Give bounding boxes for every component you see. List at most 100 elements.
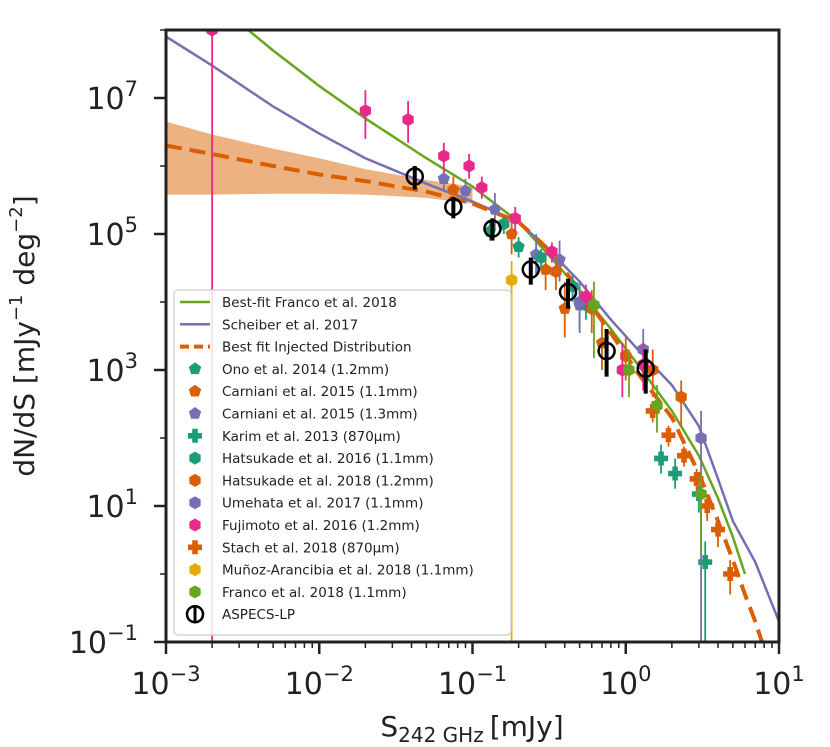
line-best-fit-franco-et-al-2018	[246, 30, 747, 575]
data-point	[636, 359, 655, 378]
legend-item-carniani-et-al-2015-1-1mm: Carniani et al. 2015 (1.1mm)	[188, 384, 418, 400]
x-tick-label: 10−3	[131, 662, 200, 702]
data-point	[550, 265, 562, 279]
data-point	[521, 260, 541, 279]
data-point	[438, 149, 450, 163]
legend-swatch	[189, 451, 201, 465]
data-point	[546, 245, 558, 259]
y-tick-label: 103	[86, 349, 138, 389]
tick-base: 10	[285, 667, 323, 702]
series-karim-et-al-2013-870-m	[654, 444, 713, 642]
tick-exponent: 1	[125, 485, 138, 509]
legend-label: ASPECS-LP	[222, 607, 295, 623]
data-point	[359, 104, 372, 118]
tick-base: 10	[131, 667, 169, 702]
legend-label: Fujimoto et al. 2016 (1.2mm)	[222, 518, 420, 534]
tick-exponent: 1	[791, 662, 804, 686]
data-points-layer	[206, 30, 738, 642]
y-axis-label-exp1: −1	[6, 294, 27, 321]
legend-item-karim-et-al-2013-870-m: Karim et al. 2013 (870μm)	[188, 428, 401, 445]
data-point	[651, 399, 663, 413]
uncertainty-band-layer	[166, 121, 473, 204]
legend-item-scheiber-et-al-2017: Scheiber et al. 2017	[180, 317, 358, 333]
data-point	[447, 183, 460, 195]
legend-item-best-fit-injected-distribution: Best fit Injected Distribution	[180, 340, 412, 356]
y-axis-label: dN/dS [mJy−1 deg−2]	[6, 195, 41, 476]
tick-exponent: −2	[323, 662, 354, 686]
y-axis-label-mid: deg	[8, 233, 41, 295]
data-point	[695, 487, 707, 501]
tick-exponent: 0	[638, 662, 651, 686]
y-tick-label: 105	[86, 213, 138, 253]
data-point	[558, 282, 578, 302]
tick-exponent: −1	[107, 621, 138, 645]
data-point	[206, 30, 218, 37]
data-point	[512, 240, 525, 252]
x-axis-label-sub: 242 GHz	[398, 723, 484, 747]
tick-base: 10	[86, 218, 124, 253]
data-point	[488, 202, 502, 215]
legend-label: Franco et al. 2018 (1.1mm)	[222, 585, 407, 601]
legend-item-franco-et-al-2018-1-1mm: Franco et al. 2018 (1.1mm)	[189, 585, 407, 601]
injected-distribution-band	[166, 121, 473, 204]
x-axis-label-main: S	[380, 710, 398, 743]
y-tick-label: 10−1	[69, 621, 138, 661]
data-point	[597, 341, 616, 361]
legend-label: Muñoz-Arancibia et al. 2018 (1.1mm)	[222, 563, 474, 579]
legend-item-stach-et-al-2018-870-m: Stach et al. 2018 (870μm)	[188, 540, 400, 556]
data-point	[677, 448, 692, 463]
series-franco-et-al-2018-1-1mm	[588, 281, 707, 554]
data-point	[661, 428, 676, 443]
legend-label: Hatsukade et al. 2018 (1.2mm)	[222, 473, 434, 489]
data-point	[645, 403, 660, 418]
data-point	[580, 290, 592, 304]
data-point	[668, 466, 683, 481]
legend-label: Carniani et al. 2015 (1.1mm)	[222, 384, 418, 400]
data-point	[505, 273, 518, 287]
legend-swatch	[188, 384, 202, 397]
data-point	[483, 219, 502, 238]
tick-base: 10	[753, 667, 791, 702]
legend-swatch	[188, 362, 202, 375]
legend-swatch	[188, 428, 202, 443]
data-point	[535, 251, 547, 265]
data-point	[723, 567, 738, 581]
legend-item-mu-oz-arancibia-et-al-2018-1-1mm: Muñoz-Arancibia et al. 2018 (1.1mm)	[189, 563, 474, 579]
legend-item-hatsukade-et-al-2016-1-1mm: Hatsukade et al. 2016 (1.1mm)	[189, 451, 434, 467]
legend-label: Karim et al. 2013 (870μm)	[222, 429, 401, 445]
data-point	[539, 263, 552, 275]
data-point	[675, 390, 687, 404]
series-stach-et-al-2018-870-m	[645, 401, 738, 595]
tick-exponent: 5	[125, 213, 138, 237]
x-axis-label: S242 GHz [mJy]	[380, 710, 563, 747]
tick-exponent: 7	[125, 77, 138, 101]
tick-exponent: −1	[476, 662, 507, 686]
tick-exponent: −3	[170, 662, 201, 686]
y-tick-label: 107	[86, 77, 138, 117]
data-point	[623, 363, 635, 377]
data-point	[588, 298, 600, 312]
legend-label: Stach et al. 2018 (870μm)	[222, 540, 400, 556]
legend-swatch	[188, 407, 202, 419]
line-best-fit-injected-distribution	[166, 143, 765, 642]
legend-label: Carniani et al. 2015 (1.3mm)	[222, 407, 418, 423]
tick-base: 10	[86, 490, 124, 525]
legend-item-fujimoto-et-al-2016-1-2mm: Fujimoto et al. 2016 (1.2mm)	[189, 518, 420, 534]
x-tick-label: 10−2	[285, 662, 354, 702]
legend-label: Hatsukade et al. 2016 (1.1mm)	[222, 451, 434, 467]
series-aspecs-lp	[405, 166, 655, 394]
data-point	[700, 499, 715, 513]
data-point	[654, 451, 669, 466]
legend-box	[173, 289, 512, 636]
tick-base: 10	[438, 667, 476, 702]
legend-item-best-fit-franco-et-al-2018: Best-fit Franco et al. 2018	[180, 295, 397, 311]
data-point	[463, 159, 475, 173]
legend-swatch	[189, 518, 201, 532]
data-point	[459, 184, 472, 197]
legend-swatch	[189, 496, 201, 510]
tick-base: 10	[86, 354, 124, 389]
legend-item-umehata-et-al-2017-1-1mm: Umehata et al. 2017 (1.1mm)	[189, 496, 423, 512]
legend-item-ono-et-al-2014-1-2mm: Ono et al. 2014 (1.2mm)	[188, 362, 389, 378]
